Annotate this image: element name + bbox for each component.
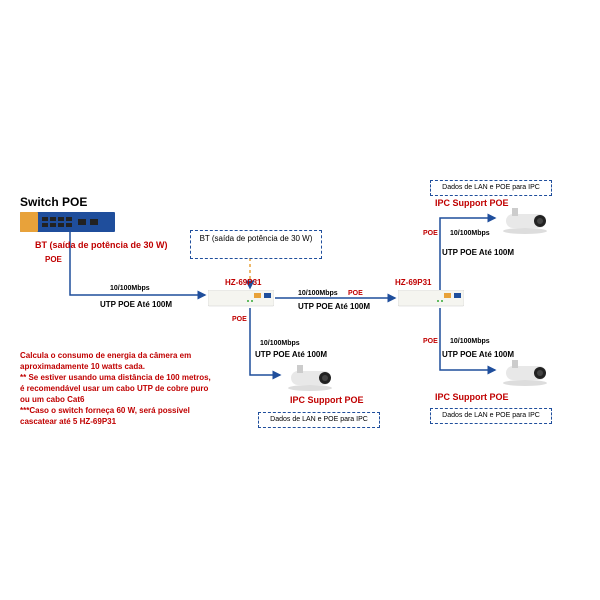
note-l5: ou um cabo Cat6 <box>20 394 211 405</box>
note-l1: Calcula o consumo de energia da câmera e… <box>20 350 211 361</box>
speed-4: 10/100Mbps <box>450 230 490 237</box>
note-l3: ** Se estiver usando uma distância de 10… <box>20 372 211 383</box>
ipc-data-box-2: Dados de LAN e POE para IPC <box>430 180 552 196</box>
note-l7: cascatear até 5 HZ-69P31 <box>20 416 211 427</box>
utp-3: UTP POE Até 100M <box>298 302 370 311</box>
bt-box-text: BT (saída de potência de 30 W) <box>200 234 313 243</box>
note-l2: aproximadamente 10 watts cada. <box>20 361 211 372</box>
note-l6: ***Caso o switch forneça 60 W, será poss… <box>20 405 211 416</box>
speed-5: 10/100Mbps <box>450 338 490 345</box>
poe-label-3: POE <box>348 290 363 297</box>
device-1-label: HZ-69P31 <box>225 278 261 287</box>
poe-label-1: POE <box>45 255 62 264</box>
note-l4: é recomendável usar um cabo UTP de cobre… <box>20 383 211 394</box>
notes-block: Calcula o consumo de energia da câmera e… <box>20 350 211 427</box>
ipc-data-2: Dados de LAN e POE para IPC <box>442 184 540 191</box>
poe-label-5: POE <box>423 338 438 345</box>
speed-1: 10/100Mbps <box>110 285 150 292</box>
poe-label-2: POE <box>232 316 247 323</box>
ipc-data-3: Dados de LAN e POE para IPC <box>442 412 540 419</box>
ipc-data-box-1: Dados de LAN e POE para IPC <box>258 412 380 428</box>
bt-output-label: BT (saída de potência de 30 W) <box>35 240 168 250</box>
utp-1: UTP POE Até 100M <box>100 300 172 309</box>
speed-2: 10/100Mbps <box>260 340 300 347</box>
ipc-support-1: IPC Support POE <box>290 395 364 405</box>
ipc-data-1: Dados de LAN e POE para IPC <box>270 416 368 423</box>
device-2-label: HZ-69P31 <box>395 278 431 287</box>
bt-box: BT (saída de potência de 30 W) <box>190 230 322 259</box>
ipc-support-3: IPC Support POE <box>435 392 509 402</box>
utp-4: UTP POE Até 100M <box>442 248 514 257</box>
poe-label-4: POE <box>423 230 438 237</box>
speed-3: 10/100Mbps <box>298 290 338 297</box>
switch-title: Switch POE <box>20 195 87 209</box>
ipc-data-box-3: Dados de LAN e POE para IPC <box>430 408 552 424</box>
utp-2: UTP POE Até 100M <box>255 350 327 359</box>
diagram-connections <box>0 0 600 600</box>
